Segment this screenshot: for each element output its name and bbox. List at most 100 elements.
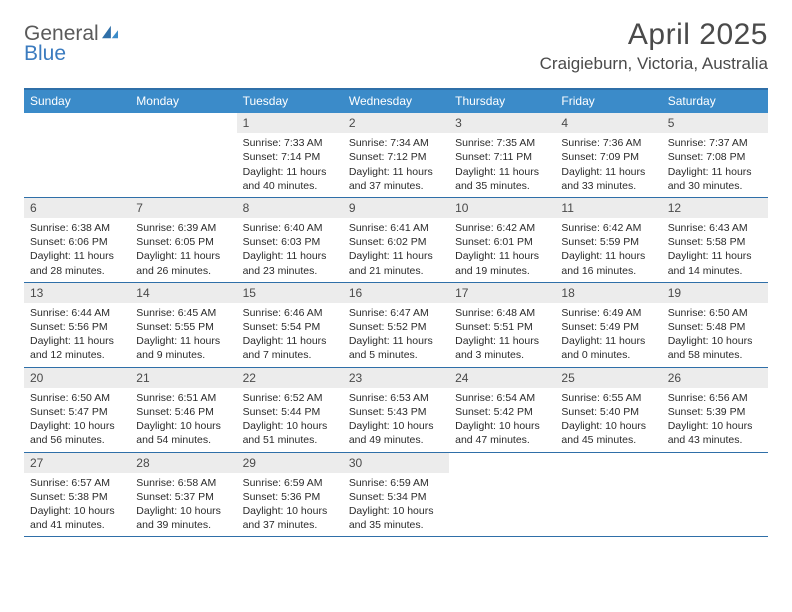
sunset-line: Sunset: 7:09 PM (561, 150, 655, 164)
day-body: Sunrise: 6:55 AMSunset: 5:40 PMDaylight:… (555, 388, 661, 452)
sunrise-line: Sunrise: 6:41 AM (349, 221, 443, 235)
day-number: 27 (24, 453, 130, 473)
sunset-line: Sunset: 5:38 PM (30, 490, 124, 504)
day-cell: 2Sunrise: 7:34 AMSunset: 7:12 PMDaylight… (343, 113, 449, 197)
day-cell: 7Sunrise: 6:39 AMSunset: 6:05 PMDaylight… (130, 198, 236, 282)
day-body: Sunrise: 6:59 AMSunset: 5:36 PMDaylight:… (237, 473, 343, 537)
title-block: April 2025 Craigieburn, Victoria, Austra… (540, 18, 768, 74)
daylight-line: Daylight: 11 hours and 26 minutes. (136, 249, 230, 277)
daylight-line: Daylight: 10 hours and 54 minutes. (136, 419, 230, 447)
location: Craigieburn, Victoria, Australia (540, 54, 768, 74)
sunrise-line: Sunrise: 6:46 AM (243, 306, 337, 320)
dow-monday: Monday (130, 90, 236, 113)
day-number: 10 (449, 198, 555, 218)
weeks-container: 1Sunrise: 7:33 AMSunset: 7:14 PMDaylight… (24, 113, 768, 537)
day-body: Sunrise: 6:47 AMSunset: 5:52 PMDaylight:… (343, 303, 449, 367)
sunrise-line: Sunrise: 6:42 AM (561, 221, 655, 235)
day-number: 4 (555, 113, 661, 133)
day-body: Sunrise: 6:44 AMSunset: 5:56 PMDaylight:… (24, 303, 130, 367)
dow-friday: Friday (555, 90, 661, 113)
day-cell: 17Sunrise: 6:48 AMSunset: 5:51 PMDayligh… (449, 283, 555, 367)
sunset-line: Sunset: 6:05 PM (136, 235, 230, 249)
week-row: 6Sunrise: 6:38 AMSunset: 6:06 PMDaylight… (24, 198, 768, 283)
sunrise-line: Sunrise: 6:50 AM (30, 391, 124, 405)
day-body: Sunrise: 7:34 AMSunset: 7:12 PMDaylight:… (343, 133, 449, 197)
daylight-line: Daylight: 11 hours and 9 minutes. (136, 334, 230, 362)
sunrise-line: Sunrise: 6:51 AM (136, 391, 230, 405)
daylight-line: Daylight: 10 hours and 41 minutes. (30, 504, 124, 532)
day-body: Sunrise: 6:52 AMSunset: 5:44 PMDaylight:… (237, 388, 343, 452)
sunrise-line: Sunrise: 6:54 AM (455, 391, 549, 405)
sunset-line: Sunset: 6:02 PM (349, 235, 443, 249)
day-number: 24 (449, 368, 555, 388)
week-row: 20 Sunrise: 6:50 AMSunset: 5:47 PM Dayligh… (24, 368, 768, 453)
day-cell: 30Sunrise: 6:59 AMSunset: 5:34 PMDayligh… (343, 453, 449, 537)
sunrise-line: Sunrise: 6:53 AM (349, 391, 443, 405)
sunset-line: Sunset: 5:49 PM (561, 320, 655, 334)
day-empty (555, 453, 661, 537)
sunrise-line: Sunrise: 6:44 AM (30, 306, 124, 320)
day-cell: 24Sunrise: 6:54 AMSunset: 5:42 PMDayligh… (449, 368, 555, 452)
day-body: Sunrise: 7:36 AMSunset: 7:09 PMDaylight:… (555, 133, 661, 197)
day-cell: 3Sunrise: 7:35 AMSunset: 7:11 PMDaylight… (449, 113, 555, 197)
daylight-line: Daylight: 10 hours and 47 minutes. (455, 419, 549, 447)
sunset-line: Sunset: 5:52 PM (349, 320, 443, 334)
day-number: 20 (24, 368, 130, 388)
month-title: April 2025 (540, 18, 768, 52)
sunset-line: Sunset: 6:01 PM (455, 235, 549, 249)
sunset-line: Sunset: 7:11 PM (455, 150, 549, 164)
sunset-line: Sunset: 5:47 PM (30, 405, 124, 419)
sunrise-line: Sunrise: 7:34 AM (349, 136, 443, 150)
day-number: 7 (130, 198, 236, 218)
sunrise-line: Sunrise: 6:58 AM (136, 476, 230, 490)
day-empty (449, 453, 555, 537)
day-number: 26 (662, 368, 768, 388)
day-body: Sunrise: 6:49 AMSunset: 5:49 PMDaylight:… (555, 303, 661, 367)
day-cell: 28Sunrise: 6:58 AMSunset: 5:37 PMDayligh… (130, 453, 236, 537)
day-number: 15 (237, 283, 343, 303)
daylight-line: Daylight: 11 hours and 37 minutes. (349, 165, 443, 193)
daylight-line: Daylight: 11 hours and 28 minutes. (30, 249, 124, 277)
sunrise-line: Sunrise: 6:59 AM (243, 476, 337, 490)
day-body: Sunrise: 7:33 AMSunset: 7:14 PMDaylight:… (237, 133, 343, 197)
day-number: 6 (24, 198, 130, 218)
sunset-line: Sunset: 6:06 PM (30, 235, 124, 249)
day-cell: 23Sunrise: 6:53 AMSunset: 5:43 PMDayligh… (343, 368, 449, 452)
day-body: Sunrise: 6:56 AMSunset: 5:39 PMDaylight:… (662, 388, 768, 452)
day-empty (130, 113, 236, 197)
dow-tuesday: Tuesday (237, 90, 343, 113)
day-cell: 4Sunrise: 7:36 AMSunset: 7:09 PMDaylight… (555, 113, 661, 197)
day-cell: 10Sunrise: 6:42 AMSunset: 6:01 PMDayligh… (449, 198, 555, 282)
day-body: Sunrise: 6:46 AMSunset: 5:54 PMDaylight:… (237, 303, 343, 367)
sunrise-line: Sunrise: 6:50 AM (668, 306, 762, 320)
sunset-line: Sunset: 5:51 PM (455, 320, 549, 334)
sunrise-line: Sunrise: 7:35 AM (455, 136, 549, 150)
day-body: Sunrise: 6:38 AMSunset: 6:06 PMDaylight:… (24, 218, 130, 282)
day-number: 22 (237, 368, 343, 388)
sunrise-line: Sunrise: 7:33 AM (243, 136, 337, 150)
day-body: Sunrise: 6:50 AMSunset: 5:48 PMDaylight:… (662, 303, 768, 367)
day-cell: 12Sunrise: 6:43 AMSunset: 5:58 PMDayligh… (662, 198, 768, 282)
sunrise-line: Sunrise: 6:40 AM (243, 221, 337, 235)
sunrise-line: Sunrise: 6:57 AM (30, 476, 124, 490)
sunset-line: Sunset: 7:12 PM (349, 150, 443, 164)
day-cell: 18Sunrise: 6:49 AMSunset: 5:49 PMDayligh… (555, 283, 661, 367)
week-row: 13Sunrise: 6:44 AMSunset: 5:56 PMDayligh… (24, 283, 768, 368)
sunset-line: Sunset: 5:37 PM (136, 490, 230, 504)
day-cell: 13Sunrise: 6:44 AMSunset: 5:56 PMDayligh… (24, 283, 130, 367)
daylight-line: Daylight: 10 hours and 49 minutes. (349, 419, 443, 447)
day-cell: 21Sunrise: 6:51 AMSunset: 5:46 PMDayligh… (130, 368, 236, 452)
day-number: 5 (662, 113, 768, 133)
day-number: 3 (449, 113, 555, 133)
brand-sail-icon (100, 22, 120, 46)
daylight-line: Daylight: 11 hours and 16 minutes. (561, 249, 655, 277)
sunset-line: Sunset: 7:08 PM (668, 150, 762, 164)
sunrise-line: Sunrise: 6:49 AM (561, 306, 655, 320)
day-number: 18 (555, 283, 661, 303)
day-number: 13 (24, 283, 130, 303)
sunset-line: Sunset: 5:59 PM (561, 235, 655, 249)
daylight-line: Daylight: 11 hours and 3 minutes. (455, 334, 549, 362)
day-body: Sunrise: 6:42 AMSunset: 5:59 PMDaylight:… (555, 218, 661, 282)
sunrise-line: Sunrise: 6:38 AM (30, 221, 124, 235)
day-number: 2 (343, 113, 449, 133)
